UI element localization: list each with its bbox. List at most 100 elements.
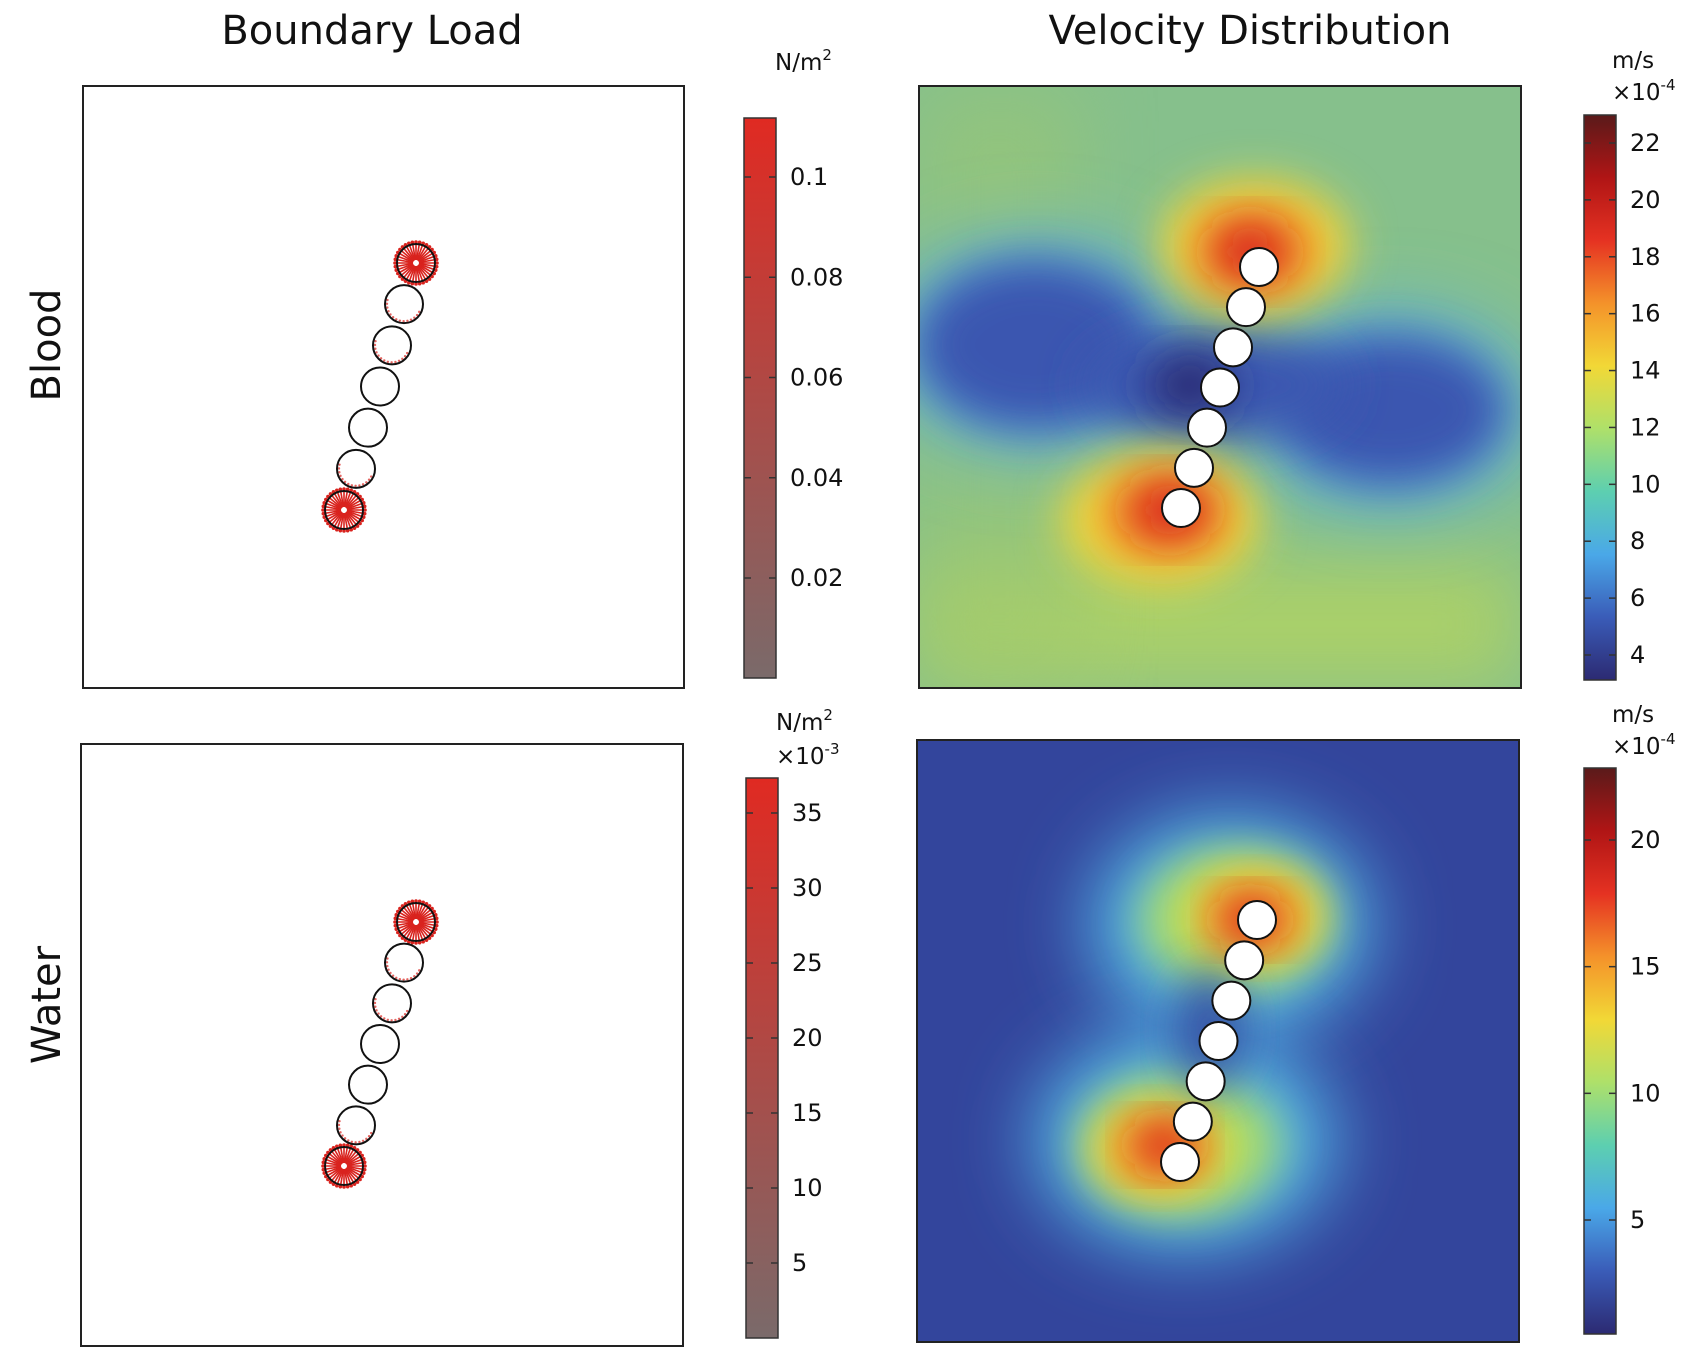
- load-arrow: [343, 1168, 349, 1187]
- load-arrow: [345, 493, 359, 509]
- load-arrow: [404, 924, 416, 941]
- load-arrow: [408, 242, 416, 261]
- load-arrow: [411, 901, 417, 920]
- load-arrow: [346, 1154, 363, 1166]
- load-arrow: [343, 489, 349, 508]
- load-arrow-tail: [414, 899, 418, 903]
- load-arrow-tail: [395, 976, 398, 980]
- bead: [1160, 1142, 1200, 1182]
- panel-frame: [82, 85, 685, 689]
- panel-frame: [80, 743, 684, 1347]
- colorbar-tick-label: 5: [1630, 1206, 1645, 1234]
- colorbar-blood-boundary-load: N/m2 0.1 0.08 0.06 0.04 0.02: [743, 46, 843, 679]
- load-arrow: [339, 489, 345, 508]
- load-arrow-tail: [342, 529, 346, 533]
- colorbar-ticks: 35 30 25 20 15 10 5: [746, 799, 823, 1277]
- load-arrow-tail: [402, 978, 405, 981]
- bead-chain: [324, 902, 436, 1186]
- bead: [1185, 1061, 1226, 1102]
- bead: [336, 448, 376, 489]
- load-arrow-tail: [386, 964, 389, 968]
- load-arrow: [346, 1166, 365, 1174]
- load-arrow-tail: [417, 969, 421, 972]
- colorbar-tick-label: 4: [1630, 641, 1645, 669]
- load-arrow: [416, 242, 424, 261]
- load-arrow: [329, 511, 343, 527]
- load-arrow-tail: [402, 319, 405, 323]
- load-arrow: [415, 901, 421, 920]
- load-arrow: [417, 246, 431, 262]
- panel-blood-velocity: [918, 85, 1522, 689]
- load-arrow: [327, 511, 343, 525]
- load-arrow-tail: [398, 977, 402, 981]
- load-arrow-tail: [397, 1017, 401, 1021]
- bead: [1224, 940, 1265, 981]
- load-arrow-tail: [405, 1009, 409, 1013]
- load-arrow-tail: [387, 968, 390, 971]
- load-arrow-tail: [435, 261, 439, 265]
- load-arrow-tail: [379, 1015, 383, 1018]
- load-arrow: [344, 1168, 352, 1187]
- load-arrow-tail: [393, 261, 397, 265]
- colorbar-tick-label: 0.06: [790, 364, 843, 392]
- panel-frame: [918, 85, 1522, 689]
- load-arrow: [404, 265, 416, 282]
- load-arrow: [399, 907, 415, 921]
- bead: [348, 407, 388, 448]
- load-arrow-tail: [337, 467, 341, 470]
- load-arrow: [401, 246, 415, 262]
- load-arrow-tail: [321, 508, 325, 512]
- load-arrow: [346, 502, 365, 510]
- load-arrow-tail: [369, 1131, 373, 1135]
- load-arrow-tail: [393, 920, 397, 924]
- load-arrow: [336, 512, 344, 531]
- load-arrow: [395, 262, 414, 268]
- colorbar-tick-label: 20: [1630, 186, 1661, 214]
- load-arrow: [329, 1167, 343, 1183]
- load-arrow: [417, 923, 431, 939]
- load-arrow-tail: [417, 310, 421, 314]
- load-arrow-tail: [389, 971, 392, 975]
- load-arrow-tail: [398, 319, 402, 322]
- load-arrow-tail: [413, 316, 416, 319]
- load-arrow: [418, 921, 437, 927]
- load-arrow: [345, 511, 361, 525]
- load-arrow: [332, 491, 344, 508]
- bead: [384, 284, 424, 325]
- colorbar-tick-label: 14: [1630, 357, 1661, 385]
- load-arrow: [418, 910, 435, 922]
- bead: [1239, 247, 1279, 287]
- load-arrow-tail: [338, 471, 341, 474]
- load-arrow: [418, 922, 437, 930]
- load-arrow-tail: [389, 313, 392, 316]
- colorbar-water-boundary-load: N/m2 ×10-3 35 30 25 20 15 10 5: [745, 706, 840, 1339]
- load-arrow-tail: [365, 481, 368, 484]
- load-arrow: [416, 265, 424, 284]
- bead: [1211, 980, 1252, 1021]
- load-arrow: [339, 512, 345, 531]
- load-arrow-tail: [435, 920, 439, 924]
- bead: [324, 490, 364, 530]
- load-arrow-tail: [342, 487, 346, 491]
- load-arrow-tail: [385, 302, 389, 305]
- load-arrow-tail: [367, 1135, 371, 1138]
- load-arrow-tail: [379, 357, 383, 360]
- load-arrow: [325, 1166, 342, 1178]
- load-arrow-tail: [375, 351, 378, 354]
- bead: [396, 243, 436, 283]
- load-arrow: [416, 265, 428, 282]
- colorbar-tick-label: 16: [1630, 300, 1661, 328]
- bead-chain: [1160, 900, 1277, 1182]
- load-arrow: [329, 493, 343, 509]
- load-arrow: [325, 498, 342, 510]
- load-arrow: [323, 502, 342, 510]
- colorbar-tick-label: 12: [1630, 413, 1661, 441]
- load-arrow: [345, 1167, 359, 1183]
- colorbar-gradient: [1583, 767, 1617, 1335]
- panel-blood-boundary-load: [82, 85, 685, 689]
- load-arrow: [399, 923, 415, 937]
- load-arrow-tail: [386, 957, 389, 960]
- load-arrow: [399, 264, 415, 278]
- load-arrow: [344, 512, 352, 531]
- load-arrow: [416, 244, 428, 261]
